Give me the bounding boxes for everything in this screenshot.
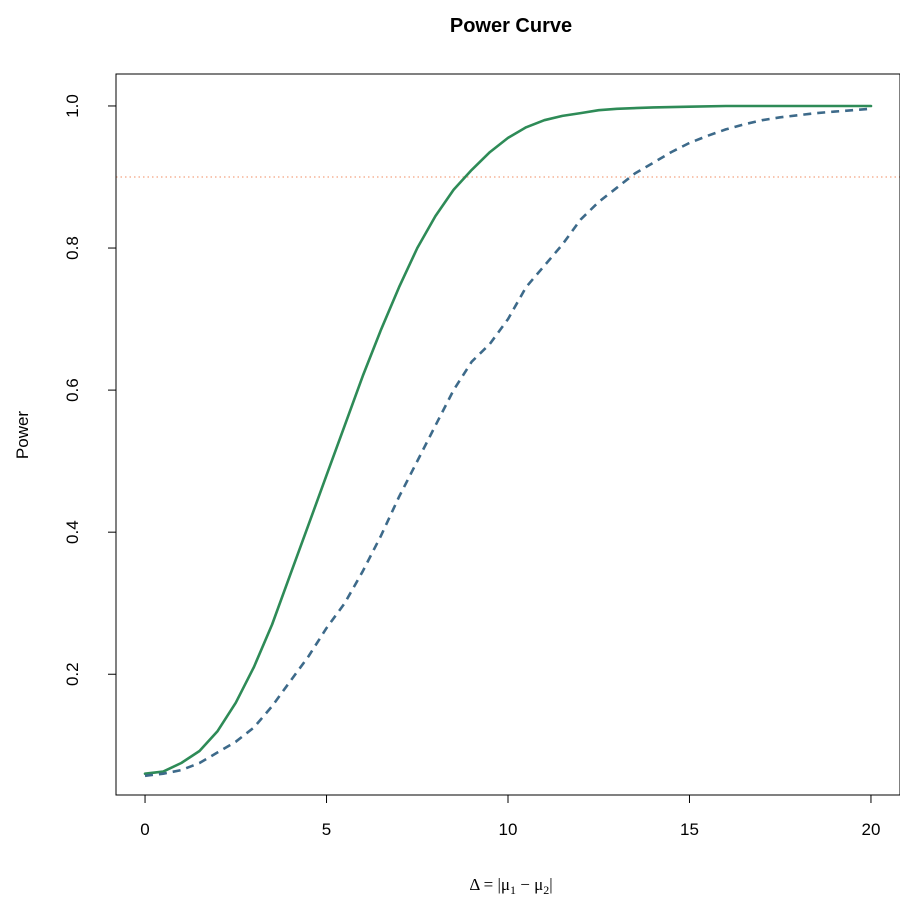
x-tick-label: 15 [680,820,699,839]
x-axis-label-close: | [549,875,552,894]
y-tick-label: 0.4 [63,520,82,544]
y-tick-label: 0.6 [63,378,82,402]
series-line-2 [144,107,872,778]
x-axis: 0 5 10 15 20 [140,794,881,839]
series-line-1 [143,104,873,775]
x-axis-label-delta: Δ [469,875,480,894]
x-tick-label: 0 [140,820,149,839]
plot-area [115,73,900,796]
y-axis: 0.2 0.4 0.6 0.8 1.0 [63,94,117,686]
x-axis-label-minus: − [516,875,534,894]
x-axis-label-sub1: 1 [510,883,516,897]
chart-title: Power Curve [450,15,572,37]
y-tick-label: 0.8 [63,236,82,260]
x-axis-label: Δ = |μ1 − μ2| [469,875,552,897]
series-layer [143,104,873,778]
x-tick-label: 20 [862,820,881,839]
y-tick-label: 0.2 [63,662,82,686]
y-axis-label: Power [13,411,32,460]
x-tick-label: 10 [499,820,518,839]
x-axis-label-eq: = | [479,875,501,894]
plot-frame [115,73,900,796]
x-tick-label: 5 [322,820,331,839]
x-axis-label-mu1: μ [501,875,510,894]
x-axis-label-mu2: μ [534,875,543,894]
y-tick-label: 1.0 [63,94,82,118]
x-axis-label-sub2: 2 [543,883,549,897]
